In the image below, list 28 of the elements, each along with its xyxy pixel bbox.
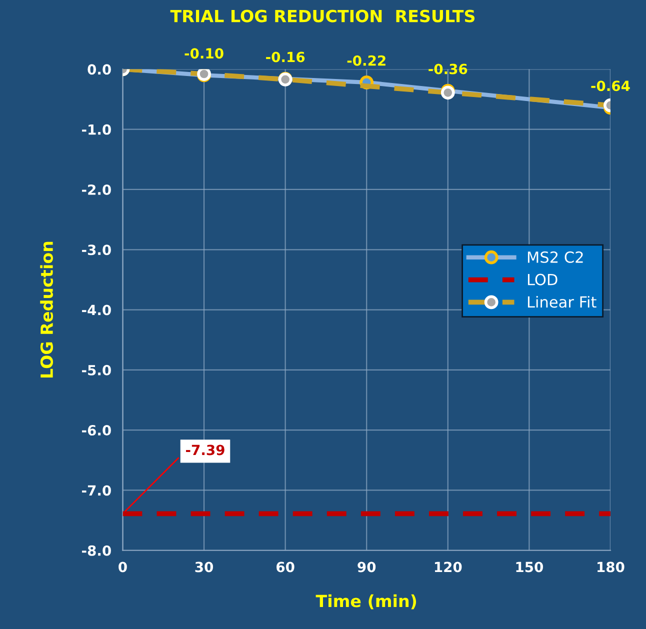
x-tick-label: 60 (276, 562, 294, 572)
x-tick-label: 180 (598, 562, 624, 572)
x-tick-label: 90 (358, 562, 376, 572)
y-axis-title: LOG Reduction (40, 242, 54, 378)
x-tick-label: 120 (434, 562, 462, 572)
y-tick-label: -2.0 (82, 184, 111, 195)
chart-title: TRIAL LOG REDUCTION RESULTS (170, 10, 475, 22)
x-axis-title: Time (min) (316, 594, 416, 610)
legend-label: LOD (528, 274, 558, 286)
y-tick-label: -1.0 (82, 124, 111, 135)
legend-label: Linear Fit (528, 296, 596, 308)
annotation: -7.39 (186, 444, 224, 456)
legend-label: MS2 C2 (528, 251, 583, 263)
data-label: -0.36 (428, 64, 468, 74)
x-tick-label: 0 (118, 562, 127, 572)
data-label: -0.22 (347, 55, 386, 66)
data-label: -0.16 (266, 52, 305, 62)
x-tick-label: 30 (195, 562, 214, 572)
y-tick-label: 0.0 (88, 64, 111, 75)
y-tick-label: -5.0 (82, 364, 111, 376)
data-label: -0.10 (184, 48, 224, 59)
x-tick-label: 150 (516, 562, 544, 572)
y-tick-label: -8.0 (82, 545, 111, 556)
y-tick-label: -3.0 (82, 244, 111, 256)
data-label: -0.64 (591, 80, 630, 92)
y-tick-label: -4.0 (82, 304, 111, 316)
y-tick-label: -6.0 (82, 425, 111, 436)
y-tick-label: -7.0 (82, 485, 111, 496)
